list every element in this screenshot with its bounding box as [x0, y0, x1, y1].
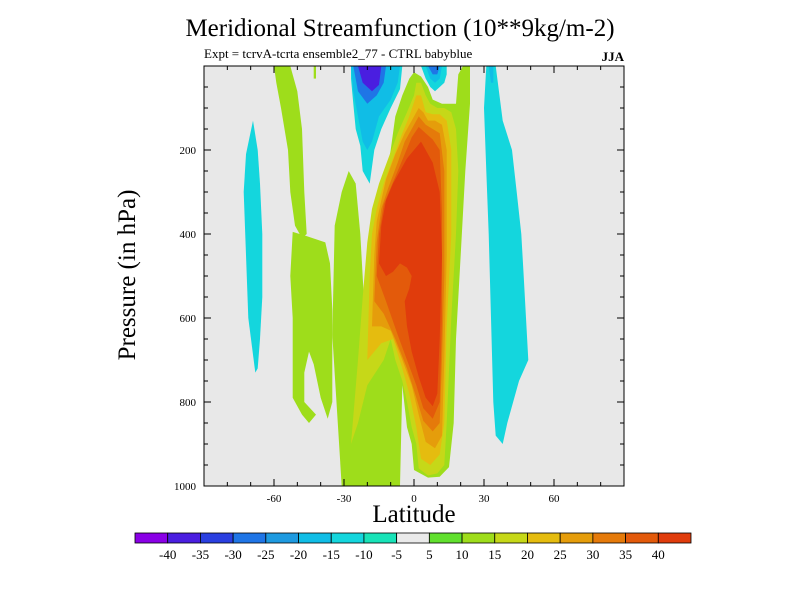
contour-region-14 [358, 66, 382, 92]
colorbar-swatch [363, 532, 398, 544]
contour-region-3 [290, 231, 333, 423]
colorbar-label: 30 [586, 547, 599, 562]
plot-axes: -60 -30 0 30 60 200 400 600 800 1000 [174, 65, 625, 505]
colorbar-swatch [494, 532, 528, 544]
contour-region-2 [313, 66, 316, 79]
colorbar-label: -40 [159, 547, 176, 562]
colorbar-swatch [592, 532, 626, 544]
colorbar-swatch [134, 532, 169, 544]
colorbar-label: -20 [290, 547, 307, 562]
contour-region-11 [488, 66, 494, 83]
contour-fills [243, 66, 529, 486]
colorbar-swatch [396, 532, 430, 544]
colorbar-swatch [625, 532, 659, 544]
colorbar-swatch [265, 532, 299, 544]
colorbar-label: 20 [521, 547, 534, 562]
colorbar-swatch [657, 532, 692, 544]
x-tick-label: 30 [479, 493, 491, 505]
colorbar-swatch [527, 532, 561, 544]
y-tick-label: 1000 [174, 481, 197, 493]
y-tick-label: 800 [180, 397, 197, 409]
colorbar-swatch [330, 532, 365, 544]
x-tick-label: -60 [267, 493, 282, 505]
colorbar-label: 25 [554, 547, 567, 562]
y-tick-label: 200 [180, 145, 197, 157]
colorbar-swatch [298, 532, 332, 544]
chart-subtitle: Expt = tcrvA-tcrta ensemble2_77 - CTRL b… [204, 46, 473, 61]
y-tick-label: 400 [180, 229, 197, 241]
colorbar-swatch [232, 532, 267, 544]
x-tick-label: 0 [411, 493, 417, 505]
colorbar-label: 15 [488, 547, 501, 562]
colorbar-swatch [461, 532, 496, 544]
colorbar-swatch [167, 532, 201, 544]
contour-region-20 [379, 141, 442, 407]
x-axis-label: Latitude [372, 501, 456, 528]
season-label: JJA [601, 49, 624, 64]
colorbar-swatch [428, 532, 463, 544]
colorbar-label: -10 [355, 547, 372, 562]
colorbar-label: 5 [426, 547, 433, 562]
colorbar-label: -5 [391, 547, 402, 562]
colorbar-label: -15 [323, 547, 340, 562]
colorbar-label: -35 [192, 547, 209, 562]
colorbar-label: -25 [257, 547, 274, 562]
colorbar-label: 10 [456, 547, 469, 562]
contour-region-8 [484, 66, 529, 444]
x-tick-label: -30 [337, 493, 352, 505]
colorbar: -40 -35 -30 -25 -20 -15 -10 -5 5 10 15 20 25 30 35 40 [134, 532, 692, 562]
chart-title: Meridional Streamfunction (10**9kg/m-2) [185, 15, 615, 42]
colorbar-label: -30 [224, 547, 241, 562]
x-tick-label: 60 [549, 493, 561, 505]
colorbar-label: 35 [619, 547, 632, 562]
y-tick-label: 600 [180, 313, 197, 325]
contour-region-13 [428, 66, 440, 75]
colorbar-swatch [200, 532, 234, 544]
colorbar-swatch [559, 532, 594, 544]
colorbar-label: 40 [652, 547, 665, 562]
contour-region-5 [243, 120, 263, 373]
contour-region-1 [274, 66, 307, 239]
